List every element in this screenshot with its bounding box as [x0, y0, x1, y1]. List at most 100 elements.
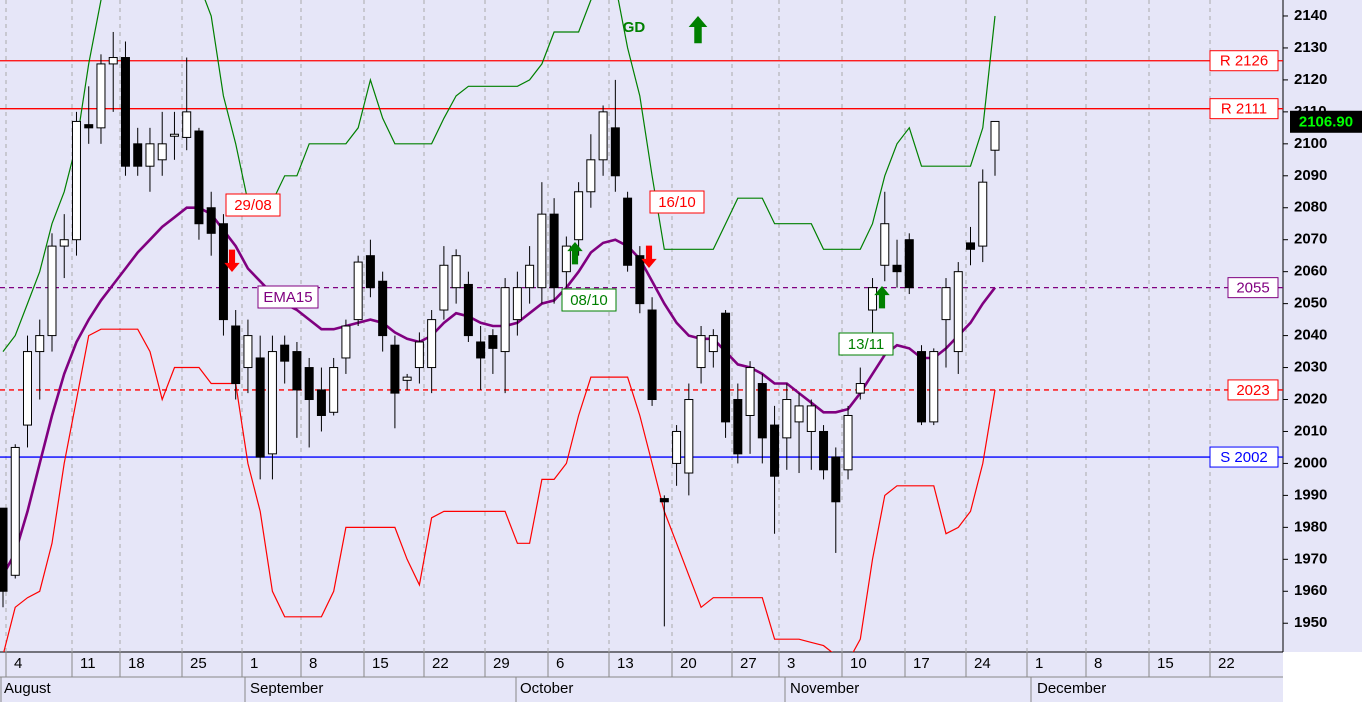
x-tick-label: 1	[1035, 655, 1043, 672]
x-tick-label: 18	[128, 655, 145, 672]
candle-body	[806, 405, 816, 432]
candle-body	[978, 181, 988, 247]
candle-body	[304, 367, 314, 401]
candle-body	[353, 261, 363, 321]
candle-body	[243, 335, 253, 369]
signal-arrow	[688, 16, 708, 44]
month-label: November	[790, 680, 859, 697]
level-label-box	[1227, 379, 1279, 401]
signal-arrow	[567, 242, 583, 265]
y-tick-label: 1970	[1294, 550, 1327, 567]
level-label-box	[1209, 446, 1279, 468]
candle-body	[819, 430, 829, 471]
x-tick-label: 13	[617, 655, 634, 672]
y-tick-label: 2030	[1294, 359, 1327, 376]
candle-body	[831, 456, 841, 503]
x-tick-label: 6	[556, 655, 564, 672]
y-tick-label: 2100	[1294, 135, 1327, 152]
candle-body	[231, 325, 241, 385]
x-tick-label: 3	[787, 655, 795, 672]
candle-body	[635, 255, 645, 305]
annotation-box	[257, 285, 319, 309]
x-tick-label: 1	[250, 655, 258, 672]
level-label: R 2126	[1220, 53, 1268, 70]
candle-body	[598, 111, 608, 161]
y-tick-label: 2130	[1294, 39, 1327, 56]
y-tick-label: 1950	[1294, 614, 1327, 631]
candle-body	[855, 383, 865, 394]
x-tick-label: 11	[80, 655, 96, 672]
y-tick-label: 2090	[1294, 167, 1327, 184]
candle-body	[794, 405, 804, 423]
candle-body	[721, 312, 731, 423]
candle-body	[917, 351, 927, 423]
candle-body	[953, 271, 963, 353]
y-tick-label: 2080	[1294, 199, 1327, 216]
candle-body	[770, 424, 780, 477]
candle-body	[59, 239, 69, 247]
candle-body	[267, 351, 277, 455]
month-label: August	[4, 680, 52, 697]
annotation: 29/08	[234, 197, 272, 214]
band-line	[2, 0, 996, 352]
candle-body	[108, 57, 118, 65]
signal-arrow	[224, 249, 240, 272]
candle-body	[206, 207, 216, 234]
x-tick-label: 17	[913, 655, 930, 672]
candle-body	[316, 389, 326, 416]
level-label: 2055	[1236, 280, 1269, 297]
x-tick-label: 24	[974, 655, 991, 672]
candle-body	[329, 367, 339, 413]
x-tick-label: 4	[14, 655, 22, 672]
axis-bg	[1283, 0, 1362, 652]
x-tick-label: 22	[1218, 655, 1235, 672]
candle-body	[586, 159, 596, 193]
candle-body	[574, 191, 584, 241]
candle-body	[843, 414, 853, 471]
candle-body	[929, 351, 939, 423]
candle-body	[672, 430, 682, 464]
y-tick-label: 1990	[1294, 486, 1327, 503]
candle-body	[194, 130, 204, 225]
candle-body	[169, 133, 179, 137]
level-label: S 2002	[1220, 449, 1268, 466]
x-tick-label: 8	[1094, 655, 1102, 672]
signal-arrow	[641, 245, 657, 268]
y-tick-label: 2000	[1294, 454, 1327, 471]
annotation-box	[225, 193, 281, 217]
candle-body	[427, 319, 437, 369]
last-price-label: 2106.90	[1299, 114, 1353, 131]
candle-body	[757, 383, 767, 439]
x-tick-label: 8	[309, 655, 317, 672]
candle-body	[255, 357, 265, 458]
candle-body	[549, 213, 559, 289]
y-tick-label: 2070	[1294, 231, 1327, 248]
y-tick-label: 1960	[1294, 582, 1327, 599]
candle-body	[96, 63, 106, 129]
candle-body	[390, 344, 400, 394]
y-tick-label: 2010	[1294, 422, 1327, 439]
candle-body	[414, 341, 424, 369]
candle-body	[904, 239, 914, 289]
candle-body	[463, 283, 473, 337]
y-tick-label: 2040	[1294, 327, 1327, 344]
candle-body	[0, 507, 8, 592]
candle-body	[941, 287, 951, 321]
x-tick-label: 29	[493, 655, 510, 672]
candle-body	[708, 335, 718, 353]
candle-body	[10, 446, 20, 576]
candle-body	[512, 287, 522, 321]
candle-body	[84, 124, 94, 129]
candle-body	[684, 399, 694, 474]
candle-body	[537, 213, 547, 289]
x-tick-label: 27	[740, 655, 757, 672]
candle-body	[733, 399, 743, 455]
candle-body	[966, 242, 976, 250]
ema-line	[1, 206, 997, 576]
x-tick-label: 25	[190, 655, 207, 672]
annotation: 08/10	[570, 292, 608, 309]
candle-body	[402, 376, 412, 381]
candle-body	[892, 264, 902, 273]
y-tick-label: 2060	[1294, 263, 1327, 280]
candle-body	[22, 351, 32, 426]
